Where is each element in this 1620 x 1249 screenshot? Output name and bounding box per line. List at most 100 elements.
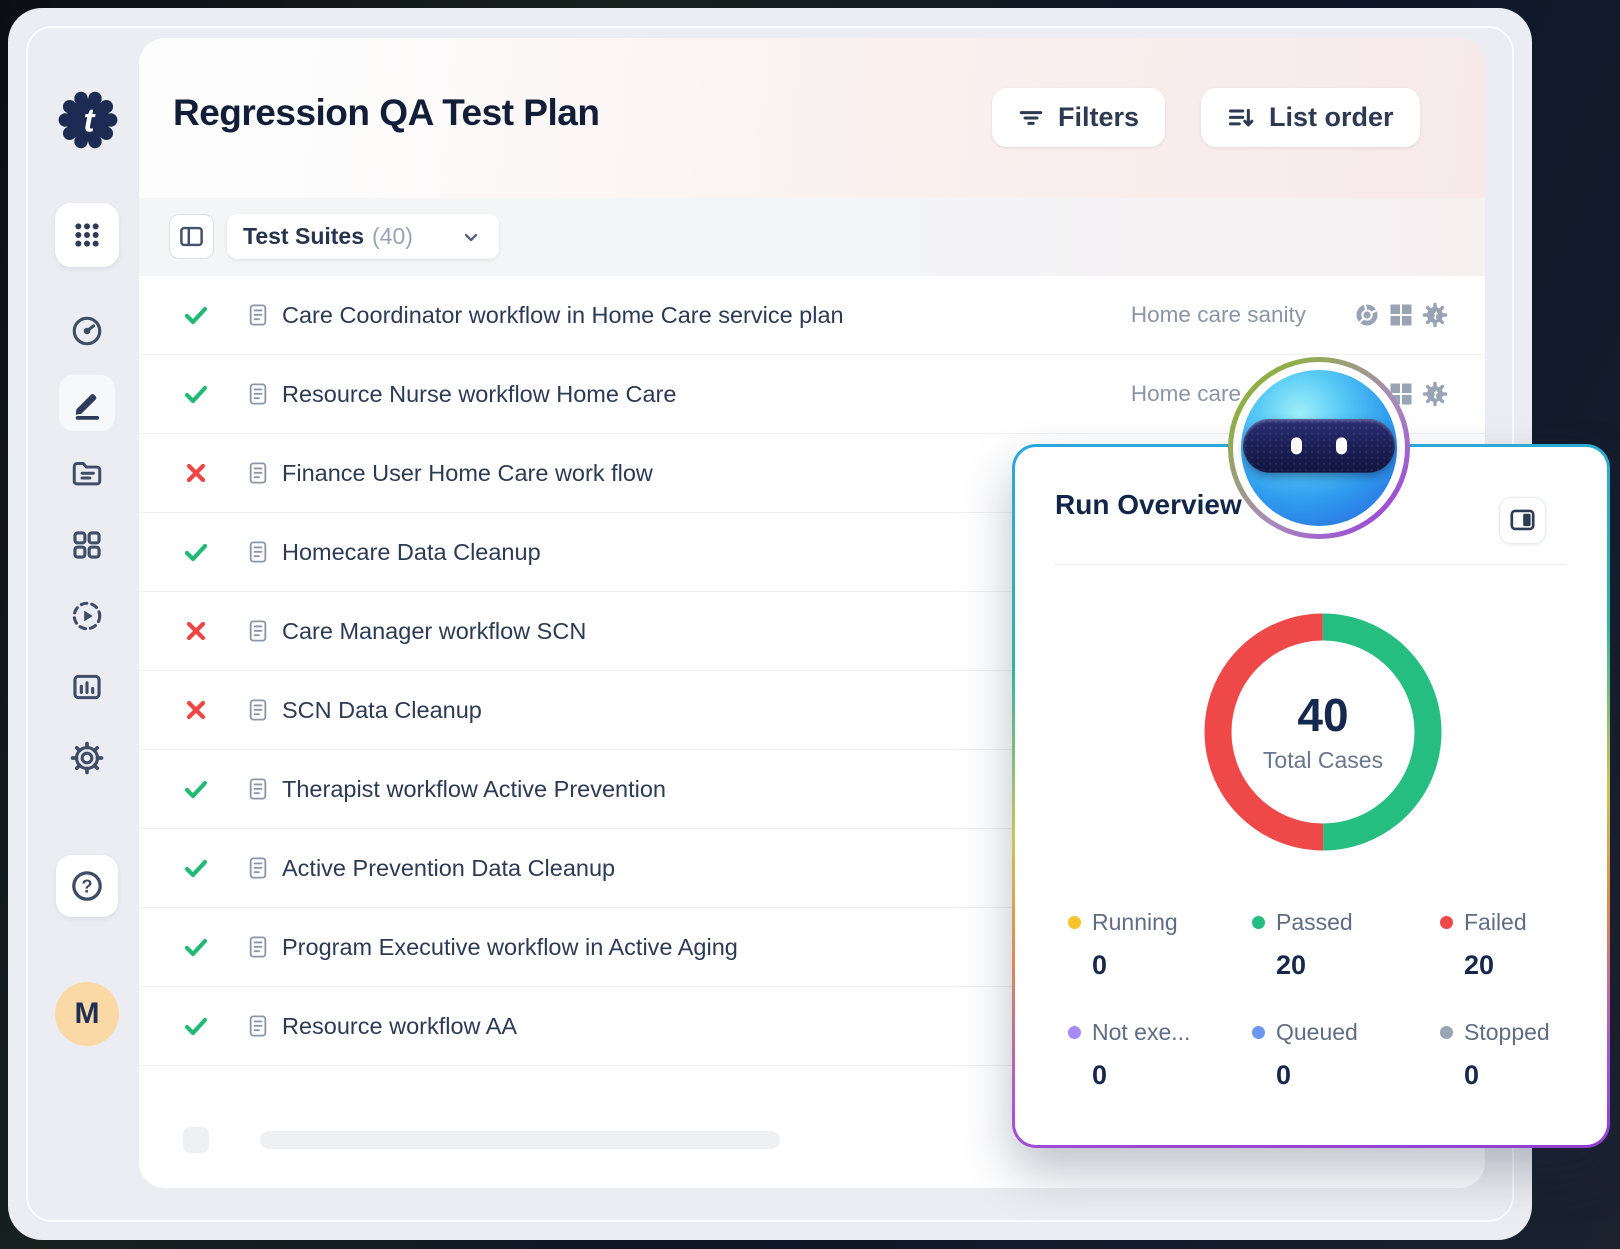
- ghost-row: [139, 1100, 1485, 1179]
- legend-value: 0: [1092, 950, 1108, 980]
- testsigma-logo[interactable]: t: [55, 87, 121, 153]
- test-suite-title: Care Coordinator workflow in Home Care s…: [282, 301, 844, 328]
- apps-grid-icon: [75, 223, 99, 247]
- avatar-initial: M: [74, 997, 100, 1030]
- legend-item: Running 0: [1068, 909, 1252, 981]
- list-order-icon: [1228, 108, 1254, 127]
- document-icon: [249, 936, 267, 958]
- legend-label: Passed: [1276, 909, 1353, 935]
- legend-label: Queued: [1276, 1019, 1358, 1045]
- failed-cross-icon: [186, 700, 206, 720]
- document-icon: [249, 383, 267, 405]
- environment-icons: t: [1354, 302, 1448, 328]
- legend-label: Stopped: [1464, 1019, 1550, 1045]
- agent-gear-icon: t: [1422, 381, 1448, 407]
- legend-dot: [1440, 916, 1453, 929]
- svg-text:t: t: [1434, 309, 1439, 323]
- bot-eye-right: [1336, 437, 1347, 455]
- filters-label: Filters: [1058, 102, 1140, 132]
- collapse-sidebar-button[interactable]: [169, 214, 214, 259]
- panel-left-icon: [180, 226, 203, 247]
- help-circle-icon: ?: [72, 871, 102, 901]
- panel-right-icon: [1510, 509, 1535, 531]
- help-glyph: ?: [81, 876, 92, 897]
- legend-item: Not exe... 0: [1068, 1019, 1252, 1091]
- document-icon: [249, 462, 267, 484]
- chrome-icon: [1356, 304, 1378, 326]
- sidebar-item-settings[interactable]: [65, 736, 109, 780]
- total-cases-value: 40: [1297, 689, 1349, 742]
- test-suite-title: Care Manager workflow SCN: [282, 617, 587, 644]
- sidebar-item-editor[interactable]: [59, 375, 115, 431]
- test-suites-dropdown[interactable]: Test Suites (40): [227, 214, 499, 259]
- test-suite-title: Resource Nurse workflow Home Care: [282, 380, 677, 407]
- dashboard-gauge-icon: [72, 316, 102, 346]
- failed-cross-icon: [186, 621, 206, 641]
- edit-pencil-icon: [75, 394, 100, 420]
- document-icon: [249, 699, 267, 721]
- svg-text:t: t: [1434, 388, 1439, 402]
- toolbar: Test Suites (40): [139, 198, 1485, 276]
- legend-dot: [1068, 916, 1081, 929]
- legend-item: Queued 0: [1252, 1019, 1440, 1091]
- document-icon: [249, 620, 267, 642]
- sidebar-item-elements[interactable]: [65, 523, 109, 567]
- collapse-panel-button[interactable]: [1499, 497, 1546, 544]
- run-donut-chart: 40 Total Cases: [1191, 600, 1455, 864]
- legend-value: 0: [1464, 1060, 1480, 1090]
- legend-item: Stopped 0: [1440, 1019, 1610, 1091]
- elements-grid-icon: [73, 531, 101, 559]
- bot-visor: [1243, 418, 1395, 473]
- sidebar-item-runs[interactable]: [65, 594, 109, 638]
- total-cases-label: Total Cases: [1262, 746, 1384, 773]
- document-icon: [249, 304, 267, 326]
- document-icon: [249, 541, 267, 563]
- test-suite-title: Resource workflow AA: [282, 1012, 518, 1039]
- reports-chart-icon: [73, 674, 101, 700]
- sidebar-item-test-data[interactable]: [65, 452, 109, 496]
- dropdown-count: (40): [372, 223, 413, 249]
- legend-label: Not exe...: [1092, 1019, 1191, 1045]
- test-suite-title: SCN Data Cleanup: [282, 696, 482, 723]
- user-avatar[interactable]: M: [55, 982, 119, 1046]
- legend-dot: [1252, 1026, 1265, 1039]
- assistant-bot-avatar[interactable]: [1228, 357, 1410, 539]
- passed-check-icon: [184, 306, 208, 325]
- passed-check-icon: [184, 385, 208, 404]
- sidebar-item-reports[interactable]: [65, 665, 109, 709]
- run-overview-panel: Run Overview 40 Total Cases Running 0 Pa…: [1012, 444, 1610, 1148]
- test-suite-title: Therapist workflow Active Prevention: [282, 775, 666, 802]
- donut-svg: [1204, 613, 1442, 851]
- ghost-status: [183, 1126, 209, 1153]
- help-button[interactable]: ?: [56, 855, 118, 917]
- passed-check-icon: [184, 780, 208, 799]
- document-icon: [249, 778, 267, 800]
- bot-eye-left: [1291, 437, 1302, 455]
- gear-logo-icon: t: [58, 91, 118, 149]
- sidebar-item-dashboard[interactable]: [65, 309, 109, 353]
- test-suite-title: Active Prevention Data Cleanup: [282, 854, 616, 881]
- run-legend: Running 0 Passed 20 Failed 20 Not exe...…: [1068, 909, 1610, 1091]
- chevron-down-icon: [464, 233, 478, 241]
- legend-label: Running: [1092, 909, 1178, 935]
- passed-check-icon: [184, 543, 208, 562]
- logo-letter: t: [84, 101, 97, 138]
- sidebar-item-apps[interactable]: [55, 203, 119, 267]
- settings-gear-icon: [70, 741, 104, 775]
- panel-divider: [1055, 564, 1567, 565]
- run-play-icon: [72, 601, 102, 631]
- row-meta: Home care sanity: [1131, 302, 1448, 328]
- legend-item: Failed 20: [1440, 909, 1610, 981]
- failed-cross-icon: [186, 463, 206, 483]
- legend-label: Failed: [1464, 909, 1527, 935]
- page-title: Regression QA Test Plan: [173, 92, 600, 133]
- filter-lines-icon: [1019, 110, 1043, 125]
- test-suite-row[interactable]: Care Coordinator workflow in Home Care s…: [139, 276, 1485, 355]
- list-order-label: List order: [1269, 102, 1394, 132]
- passed-check-icon: [184, 1017, 208, 1036]
- list-order-button[interactable]: List order: [1201, 88, 1420, 147]
- filters-button[interactable]: Filters: [992, 88, 1166, 147]
- legend-dot: [1252, 916, 1265, 929]
- run-overview-title: Run Overview: [1055, 489, 1242, 520]
- legend-item: Passed 20: [1252, 909, 1440, 981]
